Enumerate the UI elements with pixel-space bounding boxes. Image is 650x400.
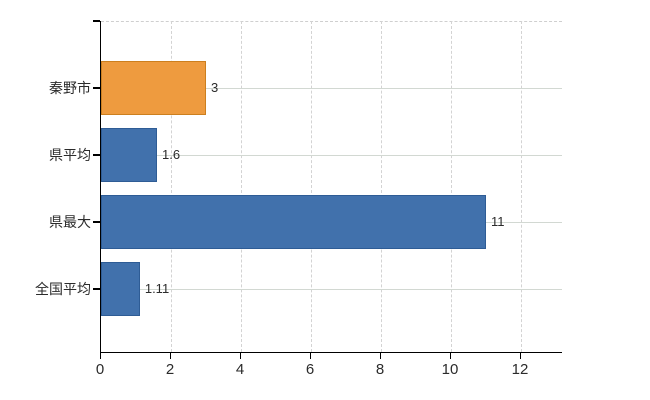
v-gridline [240, 21, 242, 352]
x-tick-label: 0 [95, 361, 105, 378]
x-axis-tick [99, 353, 101, 359]
category-label: 県平均 [49, 147, 91, 163]
y-axis-tick [93, 20, 100, 22]
value-label: 11 [491, 214, 505, 229]
value-label: 3 [211, 80, 219, 95]
bar-pref-max [101, 195, 486, 249]
x-tick-label: 2 [165, 361, 175, 378]
h-gridline [101, 87, 562, 89]
h-gridline [101, 154, 562, 156]
x-axis-tick [309, 353, 311, 359]
value-label: 1.6 [162, 147, 181, 162]
y-axis-tick [93, 288, 100, 290]
bar-hadano-city [101, 61, 206, 115]
v-gridline [450, 21, 452, 352]
h-gridline [101, 288, 562, 290]
top-gridline [101, 21, 562, 22]
y-axis-tick [93, 221, 100, 223]
v-gridline [380, 21, 382, 352]
plot-area [100, 21, 562, 353]
x-axis-tick [239, 353, 241, 359]
x-axis-tick [519, 353, 521, 359]
value-label: 1.11 [144, 281, 170, 296]
y-axis-tick [93, 154, 100, 156]
x-tick-label: 10 [441, 361, 459, 378]
v-gridline [520, 21, 522, 352]
x-axis-tick [379, 353, 381, 359]
category-label: 全国平均 [35, 281, 91, 297]
x-axis-tick [449, 353, 451, 359]
bar-national-average [101, 262, 140, 316]
x-tick-label: 12 [511, 361, 529, 378]
x-tick-label: 8 [375, 361, 385, 378]
x-tick-label: 4 [235, 361, 245, 378]
x-axis-tick [169, 353, 171, 359]
category-label: 秦野市 [49, 80, 91, 96]
v-gridline [310, 21, 312, 352]
v-gridline [170, 21, 172, 352]
category-label: 県最大 [49, 214, 91, 230]
x-tick-label: 6 [305, 361, 315, 378]
y-axis-tick [93, 87, 100, 89]
bar-pref-average [101, 128, 157, 182]
